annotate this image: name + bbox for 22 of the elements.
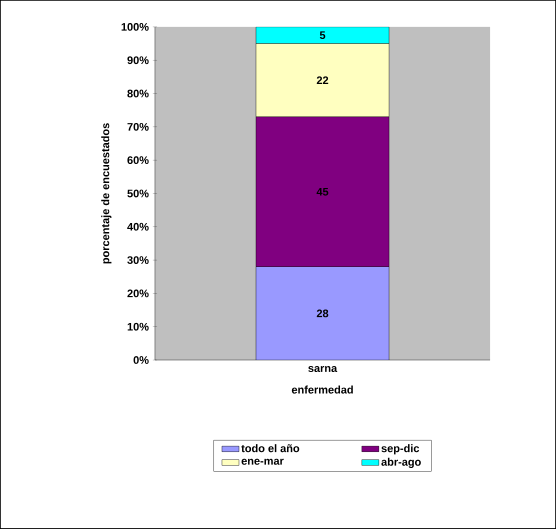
y-tick-label: 50%	[127, 190, 149, 198]
legend-label: abr-ago	[381, 458, 421, 468]
y-axis-title: porcentaje de encuestados	[101, 123, 112, 264]
y-tick-label: 40%	[127, 222, 149, 231]
data-label: 28	[316, 310, 328, 318]
y-tick-label: 20%	[127, 290, 149, 298]
y-tick-label: 90%	[127, 56, 149, 64]
data-label: 45	[316, 188, 328, 196]
y-tick-label: 100%	[122, 23, 149, 31]
y-tick-label: 0%	[134, 356, 149, 364]
x-tick-label: sarna	[308, 366, 338, 372]
data-label: 5	[320, 31, 326, 40]
legend-label: sep-dic	[381, 444, 420, 454]
y-tick-label: 30%	[127, 256, 149, 264]
legend-label: ene-mar	[242, 458, 284, 465]
data-label: 22	[316, 76, 328, 84]
x-axis-title: enfermedad	[292, 386, 353, 394]
y-tick-label: 80%	[127, 90, 149, 98]
y-tick-label: 60%	[127, 156, 149, 164]
legend-label: todo el año	[241, 444, 300, 452]
y-tick-label: 70%	[128, 122, 149, 131]
y-tick-label: 10%	[128, 322, 149, 331]
